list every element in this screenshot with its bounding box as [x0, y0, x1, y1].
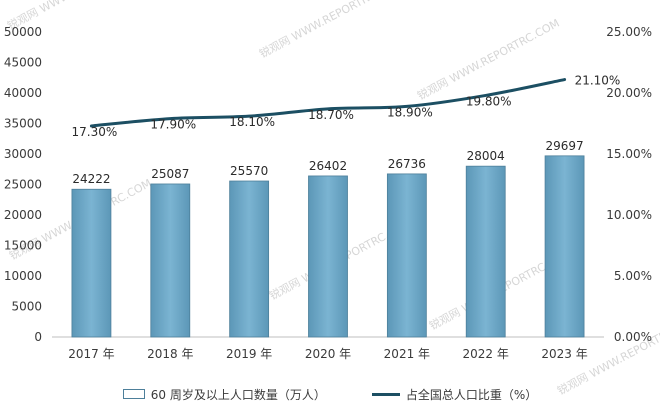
- x-tick-label: 2018 年: [147, 347, 193, 361]
- y-tick-label-left: 40000: [4, 86, 42, 100]
- y-tick-label-right: 10.00%: [606, 208, 652, 222]
- bar-value-label: 29697: [545, 139, 583, 153]
- bar: [150, 183, 191, 338]
- x-tick-label: 2017 年: [68, 347, 114, 361]
- line-data-labels: 17.30% 17.90% 18.10% 18.70% 18.90% 19.80% 21.1…: [72, 74, 621, 139]
- bar: [71, 188, 112, 338]
- y-axis-left: 0 5000 10000 15000 20000 25000 30000 35000 40000…: [4, 25, 42, 344]
- legend-line-swatch: [371, 392, 400, 396]
- line-value-label: 17.90%: [150, 118, 196, 132]
- watermark-text: 锐观网 WWW.REPORTRC.COM: [257, 0, 404, 61]
- y-tick-label-left: 45000: [4, 56, 42, 70]
- bar-value-label: 24222: [72, 172, 110, 186]
- y-tick-label-left: 30000: [4, 147, 42, 161]
- legend-label-line: 占全国总人口比重（%）: [405, 387, 538, 402]
- y-tick-label-left: 10000: [4, 269, 42, 283]
- bar: [386, 173, 427, 338]
- x-tick-label: 2022 年: [463, 347, 509, 361]
- bar-value-label: 26736: [388, 157, 426, 171]
- y-tick-label-left: 20000: [4, 208, 42, 222]
- bar-data-labels: 24222 25087 25570 26402 26736 28004 29697: [72, 139, 583, 186]
- legend-bar-swatch: [122, 389, 145, 399]
- y-tick-label-left: 15000: [4, 239, 42, 253]
- bar: [308, 175, 348, 338]
- legend: 60 周岁及以上人口数量（万人） 占全国总人口比重（%）: [0, 382, 660, 406]
- x-tick-label: 2019 年: [226, 347, 272, 361]
- y-tick-label-left: 35000: [4, 117, 42, 131]
- line-series: [89, 78, 567, 128]
- line-series-path: [89, 78, 567, 128]
- y-tick-label-left: 25000: [4, 178, 42, 192]
- line-value-label: 19.80%: [466, 94, 512, 108]
- line-value-label: 17.30%: [72, 125, 118, 139]
- line-value-label: 18.10%: [229, 115, 275, 129]
- x-tick-label: 2020 年: [305, 347, 351, 361]
- y-tick-label-right: 0.00%: [614, 330, 652, 344]
- y-tick-label-right: 25.00%: [606, 25, 652, 39]
- y-tick-label-left: 50000: [4, 25, 42, 39]
- bar: [465, 165, 506, 338]
- legend-item-line: 占全国总人口比重（%）: [371, 386, 538, 403]
- bar-value-label: 25087: [151, 167, 189, 181]
- bar-value-label: 25570: [230, 164, 268, 178]
- x-tick-label: 2021 年: [384, 347, 430, 361]
- bar-series: [71, 155, 585, 338]
- bar-value-label: 28004: [467, 149, 505, 163]
- x-axis-ticks: 2017 年 2018 年 2019 年 2020 年 2021 年 2022 年 2023…: [68, 347, 588, 361]
- y-tick-label-left: 5000: [11, 300, 42, 314]
- y-tick-label-left: 0: [34, 330, 42, 344]
- legend-label-bars: 60 周岁及以上人口数量（万人）: [150, 387, 326, 402]
- bar: [229, 180, 270, 338]
- x-tick-label: 2023 年: [541, 347, 587, 361]
- line-value-label: 18.70%: [308, 108, 354, 122]
- y-tick-label-right: 15.00%: [606, 147, 652, 161]
- watermark-text: 锐观网 WWW.REPORTRC.COM: [415, 16, 562, 103]
- line-value-label: 18.90%: [387, 105, 433, 119]
- legend-item-bars: 60 周岁及以上人口数量（万人）: [122, 386, 326, 403]
- bar: [544, 155, 585, 338]
- bar-value-label: 26402: [309, 159, 347, 173]
- y-axis-right: 0.00% 5.00% 10.00% 15.00% 20.00% 25.00%: [606, 25, 652, 344]
- line-value-label: 21.10%: [575, 74, 621, 88]
- y-tick-label-right: 5.00%: [614, 269, 652, 283]
- y-tick-label-right: 20.00%: [606, 86, 652, 100]
